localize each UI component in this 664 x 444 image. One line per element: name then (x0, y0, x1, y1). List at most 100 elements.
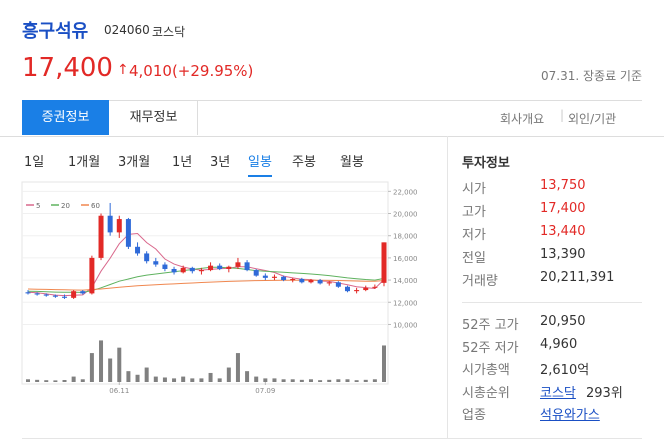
volume-bar (26, 379, 30, 382)
volume-bar (336, 379, 341, 382)
candle-body (354, 290, 360, 292)
volume-bar (71, 376, 76, 382)
link[interactable]: 외인/기관 (568, 112, 617, 126)
x-tick-label: 07.09 (255, 387, 275, 395)
candle-body (107, 215, 113, 233)
info-value: 17,400 (540, 201, 586, 216)
volume-bar (372, 379, 377, 382)
candle-body (116, 219, 122, 233)
candle-body (171, 268, 177, 273)
volume-bar (354, 380, 359, 382)
candle-body (62, 296, 68, 298)
candle-body (262, 275, 268, 278)
info-value: 13,390 (540, 247, 586, 262)
x-tick-label: 06.11 (109, 387, 129, 395)
candle-body (43, 294, 49, 296)
divider (0, 136, 664, 137)
ma-line (27, 266, 385, 293)
period-tab[interactable]: 1개월 (68, 155, 101, 170)
period-tab[interactable]: 일봉 (248, 151, 272, 177)
divider (22, 438, 642, 439)
tab[interactable]: 재무정보 (110, 100, 198, 135)
candle-body (271, 276, 277, 278)
info-label: 저가 (462, 228, 486, 243)
candle-body (235, 262, 241, 267)
y-tick-label: 16,000 (393, 255, 418, 263)
volume-bar (135, 374, 140, 382)
candle-body (217, 265, 223, 269)
candle-body (363, 287, 369, 291)
candle-body (135, 246, 141, 254)
candle-body (317, 280, 323, 284)
info-label: 고가 (462, 205, 486, 220)
volume-bar (44, 380, 49, 382)
candle-body (198, 270, 204, 272)
y-tick-label: 10,000 (393, 321, 418, 329)
y-tick-label: 12,000 (393, 299, 418, 307)
period-tab[interactable]: 3년 (210, 155, 231, 170)
y-tick-label: 20,000 (393, 211, 418, 219)
ma-line (27, 279, 385, 291)
info-label: 시총순위 (462, 385, 510, 401)
up-arrow: ↑ (117, 62, 129, 78)
tab[interactable]: 증권정보 (22, 100, 109, 135)
candle-body (290, 278, 296, 281)
volume-bar (318, 380, 323, 382)
volume-bar (172, 378, 177, 382)
period-tab[interactable]: 1년 (172, 155, 193, 170)
y-tick-label: 18,000 (393, 233, 418, 241)
info-label: 52주 저가 (462, 340, 519, 356)
period-tab[interactable]: 3개월 (118, 155, 151, 170)
candle-body (52, 295, 58, 297)
info-label: 업종 (462, 408, 486, 423)
info-label: 전일 (462, 251, 486, 266)
stock-code: 024060 (104, 23, 150, 37)
y-tick-label: 14,000 (393, 277, 418, 285)
info-label: 시가총액 (462, 363, 510, 378)
volume-bar (345, 379, 350, 382)
chart: 10,000 12,000 14,000 16,000 18,000 20,000 22,0… (21, 181, 418, 395)
volume-bar (80, 379, 85, 382)
period-tab[interactable]: 주봉 (292, 155, 316, 170)
info-link[interactable]: 석유와가스 (540, 408, 600, 423)
candle-body (25, 292, 31, 294)
link[interactable]: 회사개요 (500, 112, 545, 126)
volume-bar (153, 376, 158, 382)
volume-bar (290, 379, 295, 382)
candle-body (344, 286, 350, 292)
price-change: 4,010(+29.95%) (129, 62, 254, 80)
info-link[interactable]: 코스닥 (540, 385, 576, 401)
separator: | (560, 108, 565, 122)
divider (462, 302, 642, 303)
candle-body (253, 270, 259, 276)
info-value: 20,950 (540, 314, 586, 329)
period-tab[interactable]: 1일 (24, 155, 45, 170)
info-value: 13,440 (540, 224, 586, 239)
volume-bar (327, 379, 332, 382)
volume-bar (62, 380, 67, 382)
info-value: 4,960 (540, 336, 578, 352)
volume-bar (126, 371, 131, 382)
volume-bar (217, 378, 222, 382)
info-label: 거래량 (462, 274, 498, 289)
period-tab[interactable]: 월봉 (340, 155, 364, 170)
legend-label: 60 (91, 202, 100, 210)
volume-bar (299, 379, 304, 382)
chart-frame (21, 181, 389, 385)
candle-body (299, 278, 305, 283)
volume-bar (35, 379, 40, 382)
legend-label: 5 (36, 202, 40, 210)
candle-body (71, 291, 77, 298)
candle-body (180, 267, 186, 273)
tab-bar (22, 100, 642, 136)
volume-bar (99, 340, 104, 382)
volume-bar (382, 345, 386, 382)
candle-body (34, 293, 40, 295)
stock-name[interactable]: 흥구석유 (22, 21, 89, 42)
volume-bar (181, 376, 186, 382)
candle-body (144, 253, 150, 262)
volume-bar (245, 371, 250, 382)
candle-body (189, 267, 195, 272)
volume-bar (272, 378, 277, 382)
